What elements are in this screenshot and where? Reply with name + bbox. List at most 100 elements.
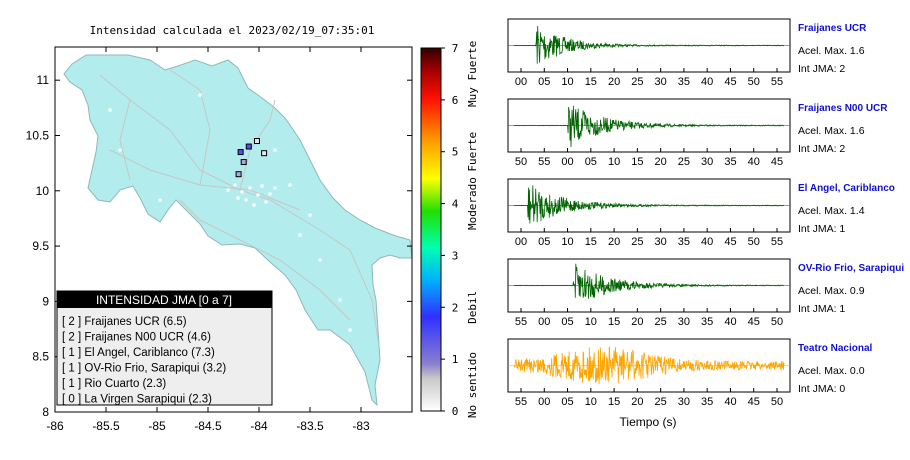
colorbar-tick-label: 2 bbox=[452, 301, 459, 314]
colorbar-label: Moderado bbox=[466, 177, 479, 230]
waveform-tick-label: 55 bbox=[771, 76, 783, 88]
map-site-dot bbox=[248, 186, 252, 190]
map-site-dot bbox=[273, 186, 277, 190]
waveform-tick-label: 40 bbox=[724, 316, 736, 328]
waveform-tick-label: 15 bbox=[608, 316, 620, 328]
waveform-tick-label: 10 bbox=[585, 396, 597, 408]
station-info: Int JMA: 1 bbox=[798, 303, 845, 315]
colorbar-tick-label: 0 bbox=[452, 405, 459, 418]
waveform-tick-label: 40 bbox=[701, 236, 713, 248]
map-site-dot bbox=[118, 148, 122, 152]
waveform-tick-label: 30 bbox=[655, 76, 667, 88]
waveform-trace bbox=[513, 185, 785, 224]
legend-box bbox=[56, 290, 273, 406]
road-network bbox=[99, 69, 379, 341]
map-y-tick-label: 10.5 bbox=[26, 128, 50, 142]
map-y-ticks: 8 8.5 9 9.5 10 10.5 11 bbox=[26, 73, 412, 419]
waveform-tick-label: 20 bbox=[655, 156, 667, 168]
waveform-tick-label: 05 bbox=[538, 236, 550, 248]
map-x-tick-label: -83.5 bbox=[296, 419, 324, 433]
waveform-tick-label: 50 bbox=[748, 76, 760, 88]
map-site-dot bbox=[108, 108, 112, 112]
colorbar-label: No sentido bbox=[466, 352, 479, 418]
map-stations bbox=[108, 93, 352, 332]
waveform-tick-label: 00 bbox=[538, 316, 550, 328]
waveform-tick-label: 00 bbox=[515, 236, 527, 248]
waveform-tick-label: 20 bbox=[631, 316, 643, 328]
waveform-tick-label: 50 bbox=[748, 236, 760, 248]
legend-title: INTENSIDAD JMA [0 a 7] bbox=[96, 293, 232, 307]
map-site-dot bbox=[338, 298, 342, 302]
map-axes-frame bbox=[54, 46, 413, 413]
waveform-tick-label: 25 bbox=[655, 396, 667, 408]
map-y-tick-label: 9 bbox=[42, 294, 49, 308]
waveform-tick-label: 05 bbox=[538, 76, 550, 88]
waveform-tick-label: 10 bbox=[608, 156, 620, 168]
colorbar-labels: No sentido Debil Moderado Fuerte Muy Fuerte bbox=[466, 41, 479, 418]
waveform-tick-label: 35 bbox=[701, 316, 713, 328]
waveform-tick-label: 00 bbox=[538, 396, 550, 408]
waveform-tick-label: 00 bbox=[515, 76, 527, 88]
legend-item: [ 1 ] Rio Cuarto (2.3) bbox=[62, 378, 166, 390]
map-site-dot bbox=[256, 193, 260, 197]
station-title: OV-Rio Frio, Sarapiqui bbox=[798, 263, 904, 274]
waveform-trace bbox=[513, 346, 785, 385]
waveform-tick-label: 40 bbox=[701, 76, 713, 88]
waveform-panel: 00 05 10 15 20 25 30 35 40 45 50 55 El Angel, Caribl… bbox=[507, 178, 895, 248]
waveform-trace bbox=[513, 263, 784, 299]
map-site-dot bbox=[252, 203, 256, 207]
waveform-tick-label: 45 bbox=[748, 396, 760, 408]
colorbar-tick-label: 7 bbox=[452, 42, 459, 55]
waveform-trace bbox=[513, 25, 785, 64]
colorbar-tick-label: 3 bbox=[452, 249, 459, 262]
map-site-dot bbox=[298, 233, 302, 237]
map-site-dot bbox=[288, 183, 292, 187]
waveform-tick-label: 20 bbox=[631, 396, 643, 408]
station-info: Acel. Max. 1.4 bbox=[798, 205, 865, 217]
waveform-trace bbox=[513, 105, 785, 148]
map-x-tick-label: -84 bbox=[250, 419, 268, 433]
colorbar-tick-label: 5 bbox=[452, 146, 459, 159]
station-marker bbox=[237, 149, 244, 156]
waveform-tick-label: 10 bbox=[561, 236, 573, 248]
station-marker bbox=[261, 150, 268, 157]
waveform-tick-label: 15 bbox=[585, 236, 597, 248]
waveform-tick-label: 50 bbox=[771, 396, 783, 408]
waveform-tick-label: 25 bbox=[678, 156, 690, 168]
waveform-tick-label: 05 bbox=[561, 316, 573, 328]
map-site-dot bbox=[240, 190, 244, 194]
waveform-panel: 00 05 10 15 20 25 30 35 40 45 50 55 Fraijanes UCR Ace… bbox=[507, 18, 867, 88]
station-title: Fraijanes UCR bbox=[798, 23, 867, 34]
legend-items: [ 2 ] Fraijanes UCR (6.5) [ 2 ] Fraijanes… bbox=[62, 316, 226, 406]
waveform-tick-label: 15 bbox=[608, 396, 620, 408]
waveform-tick-label: 05 bbox=[585, 156, 597, 168]
map-site-dot bbox=[226, 188, 230, 192]
waveform-tick-label: 30 bbox=[655, 236, 667, 248]
costa-rica-landmass bbox=[63, 54, 413, 407]
station-info: Acel. Max. 1.6 bbox=[798, 125, 865, 137]
station-title: Teatro Nacional bbox=[798, 343, 872, 354]
waveform-tick-label: 45 bbox=[724, 236, 736, 248]
colorbar-gradient bbox=[420, 47, 442, 412]
waveform-tick-label: 15 bbox=[585, 76, 597, 88]
x-axis-label: Tiempo (s) bbox=[620, 415, 677, 429]
legend-title-bar bbox=[57, 291, 272, 308]
map-x-ticks: -86 -85.5 -85 -84.5 -84 -83.5 -83 bbox=[46, 47, 370, 433]
legend-item: [ 2 ] Fraijanes UCR (6.5) bbox=[62, 316, 187, 328]
waveform-tick-label: 40 bbox=[748, 156, 760, 168]
map-site-dot bbox=[236, 196, 240, 200]
waveform-tick-label: 25 bbox=[631, 236, 643, 248]
colorbar-label: Debil bbox=[466, 291, 479, 324]
legend-item: [ 0 ] La Virgen Sarapiqui (2.3) bbox=[62, 394, 212, 406]
colorbar-tick-label: 1 bbox=[452, 353, 459, 366]
waveform-tick-label: 15 bbox=[631, 156, 643, 168]
map-site-dot bbox=[233, 183, 237, 187]
waveform-tick-label: 35 bbox=[678, 236, 690, 248]
map-site-dot bbox=[318, 258, 322, 262]
station-marker bbox=[253, 138, 260, 145]
map-site-dot bbox=[198, 93, 202, 97]
map-y-tick-label: 10 bbox=[36, 184, 50, 198]
waveform-tick-label: 10 bbox=[585, 316, 597, 328]
waveform-tick-label: 55 bbox=[538, 156, 550, 168]
